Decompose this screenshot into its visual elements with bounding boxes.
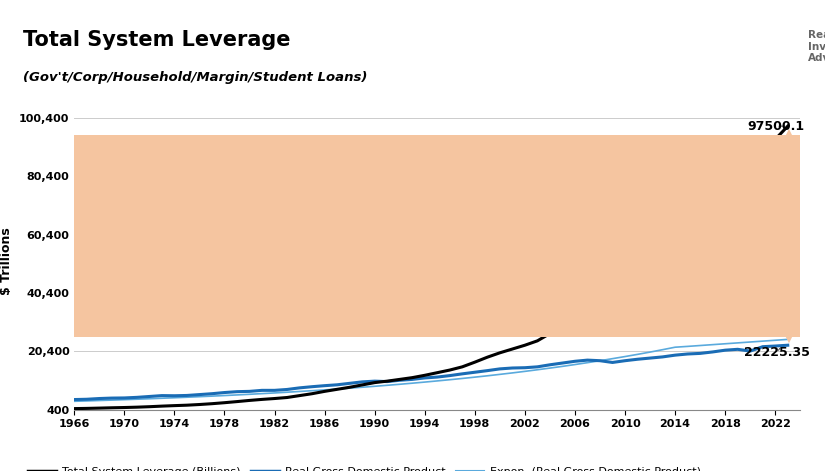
Expon. (Real Gross Domestic Product) xyxy=(595,358,605,364)
Total System Leverage (Billions) xyxy=(670,235,680,240)
Text: 22225.35: 22225.35 xyxy=(744,346,810,359)
Text: Real
Investment
Advice: Real Investment Advice xyxy=(808,30,825,63)
Line: Real Gross Domestic Product: Real Gross Domestic Product xyxy=(74,345,788,399)
Total System Leverage (Billions) xyxy=(232,399,242,405)
Y-axis label: $ Trillions: $ Trillions xyxy=(1,227,13,295)
Total System Leverage (Billions) xyxy=(595,252,605,258)
Legend: Total System Leverage (Billions), Real Gross Domestic Product, Expon. (Real Gros: Total System Leverage (Billions), Real G… xyxy=(24,463,705,471)
Expon. (Real Gross Domestic Product) xyxy=(757,338,767,344)
Real Gross Domestic Product xyxy=(670,352,680,358)
Real Gross Domestic Product xyxy=(545,362,555,368)
Real Gross Domestic Product xyxy=(783,342,793,348)
Expon. (Real Gross Domestic Product) xyxy=(69,398,79,404)
Real Gross Domestic Product xyxy=(595,358,605,364)
Real Gross Domestic Product xyxy=(757,344,767,349)
Expon. (Real Gross Domestic Product) xyxy=(545,365,555,371)
Text: Total System Leverage: Total System Leverage xyxy=(23,30,291,50)
Expon. (Real Gross Domestic Product) xyxy=(244,391,254,397)
Real Gross Domestic Product xyxy=(232,389,242,395)
Expon. (Real Gross Domestic Product) xyxy=(783,337,793,342)
Total System Leverage (Billions) xyxy=(783,123,793,129)
Line: Expon. (Real Gross Domestic Product): Expon. (Real Gross Domestic Product) xyxy=(74,340,788,401)
Total System Leverage (Billions) xyxy=(244,398,254,403)
Real Gross Domestic Product xyxy=(244,389,254,394)
Line: Total System Leverage (Billions): Total System Leverage (Billions) xyxy=(74,126,788,409)
Text: 97500.1: 97500.1 xyxy=(747,120,805,133)
Total System Leverage (Billions) xyxy=(545,331,555,336)
Total System Leverage (Billions) xyxy=(757,160,767,165)
Real Gross Domestic Product xyxy=(69,397,79,402)
Expon. (Real Gross Domestic Product) xyxy=(232,392,242,398)
Expon. (Real Gross Domestic Product) xyxy=(670,344,680,350)
Total System Leverage (Billions) xyxy=(69,406,79,412)
Text: (Gov't/Corp/Household/Margin/Student Loans): (Gov't/Corp/Household/Margin/Student Loa… xyxy=(23,72,368,84)
